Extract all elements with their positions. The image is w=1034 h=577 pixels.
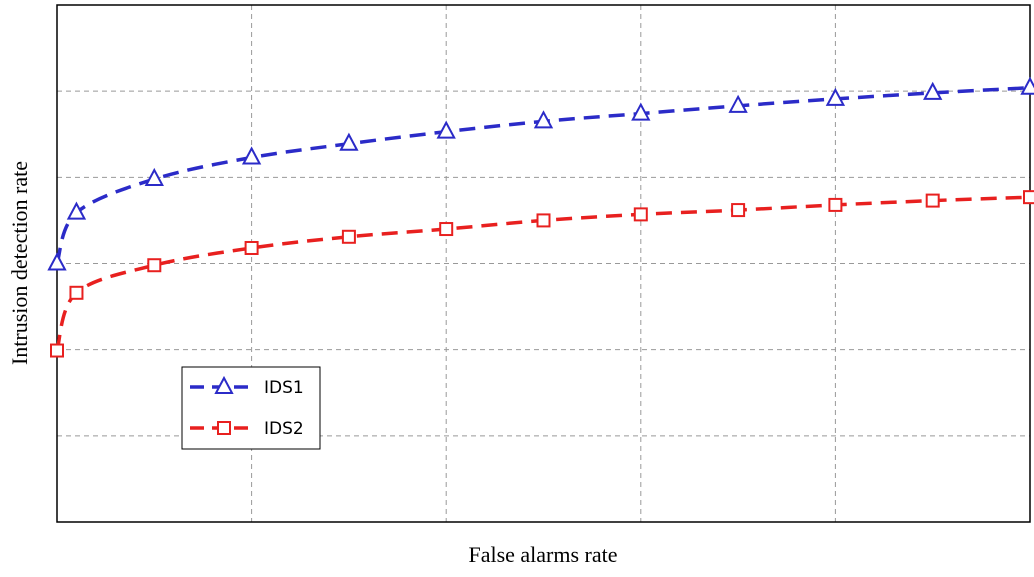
marker	[147, 258, 162, 273]
marker	[825, 87, 846, 106]
x-axis-label: False alarms rate	[468, 542, 617, 567]
marker	[923, 81, 943, 100]
marker	[244, 240, 259, 255]
marker	[144, 167, 164, 187]
marker	[533, 110, 554, 129]
legend: IDS1 IDS2	[181, 366, 321, 450]
marker	[1023, 190, 1034, 205]
marker	[631, 102, 651, 121]
marker	[731, 203, 746, 218]
marker	[341, 229, 356, 244]
marker	[633, 207, 648, 222]
legend-box	[181, 366, 321, 450]
marker	[536, 213, 551, 228]
y-axis-label: Intrusion detection rate	[7, 161, 32, 365]
marker	[50, 343, 64, 358]
legend-label: IDS2	[264, 419, 304, 439]
marker	[728, 94, 748, 113]
legend-marker	[217, 421, 231, 435]
marker	[925, 193, 940, 208]
marker	[439, 222, 454, 237]
marker	[828, 197, 843, 212]
marker	[436, 120, 456, 139]
marker	[69, 285, 84, 300]
marker	[1020, 76, 1034, 95]
marker	[66, 201, 87, 220]
marker	[241, 146, 262, 165]
legend-marker	[214, 375, 234, 394]
marker	[339, 132, 359, 151]
marker	[47, 252, 67, 271]
legend-label: IDS1	[264, 378, 304, 398]
